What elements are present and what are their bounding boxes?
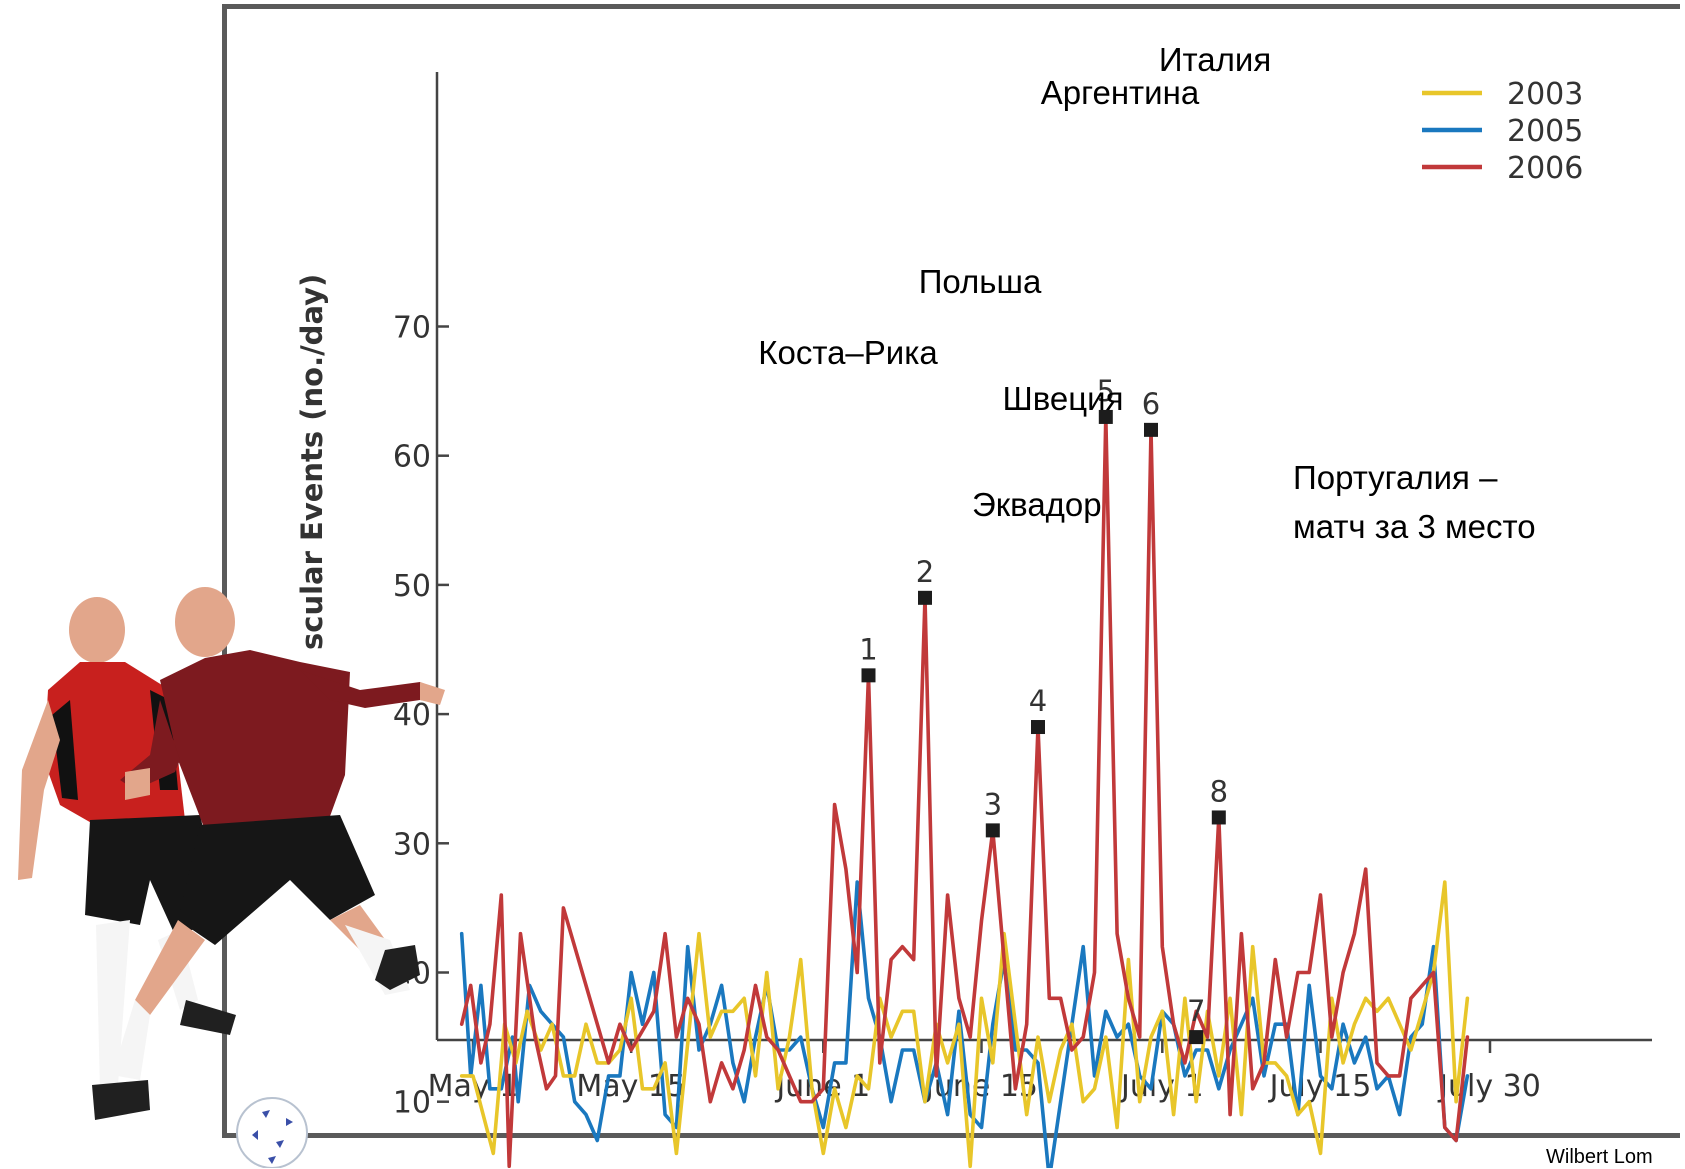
marker-number-1: 1	[859, 632, 877, 666]
marker-number-2: 2	[916, 555, 934, 589]
annotation-label-2: Польша	[919, 263, 1042, 300]
axes: scular Events (no./day)	[295, 72, 1652, 1042]
series-line-2006	[459, 415, 1470, 1168]
markers-layer: 1 2 3 4 5 6 7 8	[859, 374, 1228, 1045]
y-tick-label: 10	[393, 1086, 431, 1121]
soccer-players-image	[18, 587, 445, 1168]
x-tick-label: July 1	[1119, 1069, 1204, 1104]
series-layer	[459, 415, 1470, 1168]
marker-number-6: 6	[1142, 387, 1160, 421]
annotation-label-8: Португалия –	[1293, 459, 1498, 496]
chart-frame	[222, 4, 1680, 1138]
annotation-label-5: Аргентина	[1041, 74, 1200, 111]
marker-number-3: 3	[984, 787, 1002, 821]
marker-5	[1098, 409, 1113, 424]
marker-7	[1189, 1030, 1204, 1045]
x-tick-label: July 30	[1437, 1069, 1541, 1104]
annotations-layer: матч за 3 место Коста–Рика Польша Эквадор Ш…	[758, 41, 1535, 545]
legend-label-2003: 2003	[1507, 77, 1583, 112]
marker-2	[918, 590, 932, 605]
y-tick-label: 50	[393, 569, 431, 604]
soccer-ball	[236, 1097, 308, 1168]
marker-4	[1031, 720, 1045, 735]
annotation-label-1: Коста–Рика	[758, 334, 938, 371]
image-credit: Wilbert Lom	[1546, 1146, 1653, 1168]
y-ticks: 10203040506070	[393, 311, 449, 1121]
marker-6	[1144, 422, 1158, 437]
legend-label-2006: 2006	[1507, 151, 1583, 186]
annotation-portugal-line2: матч за 3 место	[1293, 508, 1536, 545]
y-tick-label: 70	[393, 311, 431, 346]
player-maroon-shirt	[112, 587, 445, 1080]
y-tick-label: 30	[393, 827, 431, 862]
y-tick-label: 60	[393, 440, 431, 475]
marker-number-5: 5	[1097, 374, 1115, 408]
y-axis-label: scular Events (no./day)	[295, 274, 329, 650]
marker-number-7: 7	[1187, 994, 1205, 1028]
marker-3	[985, 823, 1000, 838]
marker-1	[861, 668, 876, 683]
y-tick-label: 40	[393, 698, 431, 733]
legend-label-2005: 2005	[1507, 114, 1583, 149]
marker-8	[1211, 810, 1226, 825]
annotation-label-4: Швеция	[1003, 380, 1124, 417]
annotation-label-3: Эквадор	[972, 486, 1102, 523]
annotation-label-6: Италия	[1159, 41, 1271, 78]
marker-number-4: 4	[1029, 684, 1047, 718]
marker-number-8: 8	[1210, 774, 1228, 808]
